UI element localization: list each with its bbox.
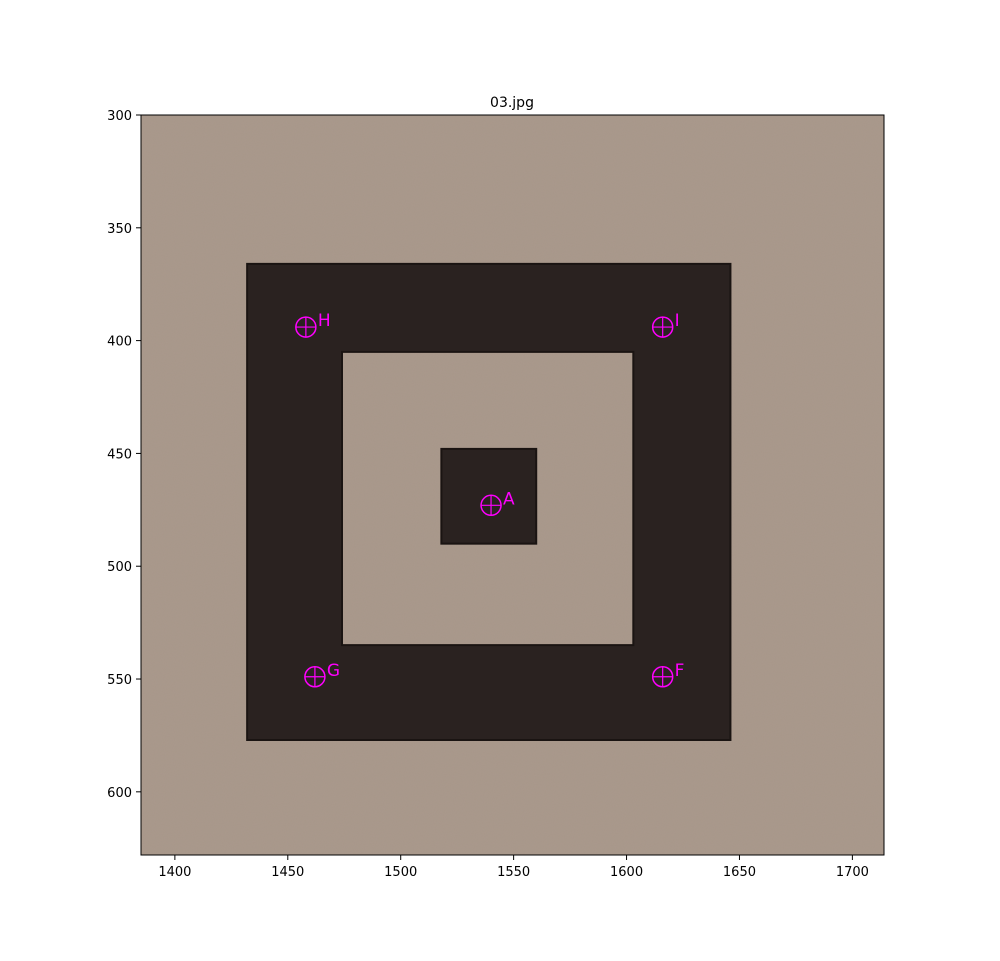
marker-label-g: G (327, 661, 340, 681)
x-tick-label: 1500 (384, 865, 417, 880)
y-axis: 300 350 400 450 500 550 600 (107, 109, 141, 801)
x-tick-label: 1650 (723, 865, 756, 880)
y-tick-label: 550 (107, 673, 132, 688)
x-tick-label: 1700 (836, 865, 869, 880)
marker-label-f: F (675, 661, 685, 681)
y-tick-label: 500 (107, 560, 132, 575)
axes-frame (140, 114, 885, 856)
chart-title: 03.jpg (490, 95, 534, 111)
marker-a: A (480, 489, 515, 517)
y-tick-label: 450 (107, 447, 132, 462)
marker-f: F (651, 661, 685, 688)
marker-label-a: A (503, 489, 515, 509)
x-tick-label: 1600 (610, 865, 643, 880)
x-tick-label: 1550 (497, 865, 530, 880)
marker-h: H (295, 311, 331, 338)
y-tick-label: 300 (107, 109, 132, 124)
y-tick-label: 400 (107, 335, 132, 350)
marker-label-h: H (318, 311, 331, 331)
marker-g: G (304, 661, 340, 688)
markers: H I A G F (295, 311, 685, 688)
photo-outer-frame (246, 262, 732, 741)
x-axis: 1400 1450 1500 1550 1600 1650 1700 (158, 855, 869, 880)
y-tick-label: 600 (107, 786, 132, 801)
x-tick-label: 1400 (158, 865, 191, 880)
marker-label-i: I (675, 311, 680, 331)
plot-area: H I A G F (141, 115, 884, 855)
marker-i: I (651, 311, 680, 338)
y-tick-label: 350 (107, 222, 132, 237)
x-tick-label: 1450 (271, 865, 304, 880)
